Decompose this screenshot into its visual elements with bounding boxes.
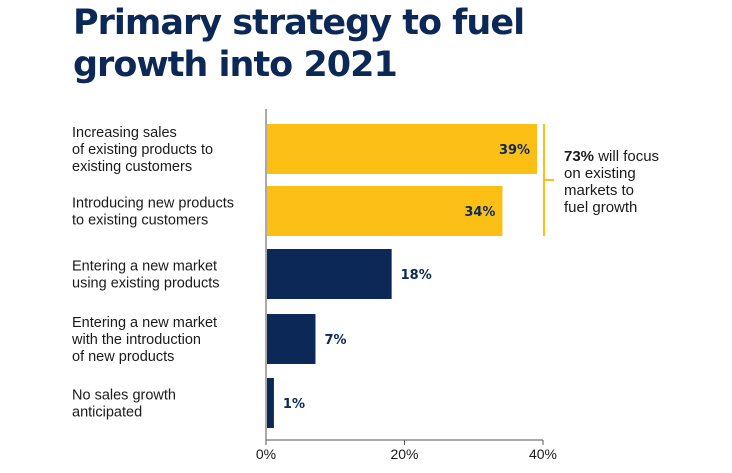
- data-label: 1%: [283, 397, 305, 412]
- bar: [267, 124, 538, 174]
- data-label: 34%: [464, 205, 495, 220]
- data-label: 7%: [324, 333, 346, 348]
- bar: [267, 249, 392, 299]
- bar: [267, 378, 274, 428]
- x-tick-label: 0%: [256, 446, 276, 462]
- chart-title-line-2: growth into 2021: [73, 45, 398, 85]
- category-label: Increasing sales of existing products to e…: [72, 125, 213, 175]
- category-label: Entering a new market with the introducti…: [71, 315, 217, 365]
- bar: [267, 314, 316, 364]
- chart-title: Primary strategy to fuel growth into 202…: [73, 2, 633, 86]
- bar: [267, 186, 503, 236]
- annotation-text: 73% will focus on existing markets to fuel …: [564, 148, 659, 216]
- category-label: Entering a new market using existing prod…: [72, 259, 220, 292]
- category-label: No sales growth anticipated: [72, 388, 176, 421]
- chart-title-line-1: Primary strategy to fuel: [73, 3, 525, 43]
- data-label: 39%: [499, 143, 530, 158]
- category-label: Introducing new products to existing cust…: [72, 196, 234, 229]
- data-label: 18%: [401, 268, 432, 283]
- x-tick-label: 20%: [390, 446, 418, 462]
- x-tick-label: 40%: [529, 446, 557, 462]
